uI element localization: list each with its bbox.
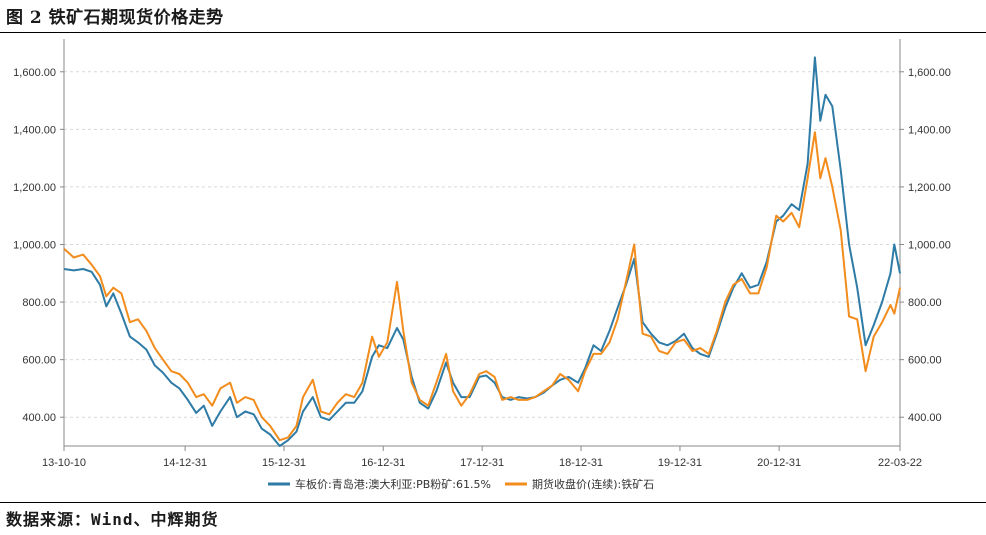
- y-tick-label-right: 1,600.00: [908, 67, 951, 79]
- y-tick-label-right: 600.00: [908, 355, 942, 367]
- x-tick-label: 15-12-31: [262, 457, 306, 469]
- x-tick-label: 14-12-31: [163, 457, 207, 469]
- price-line-chart: 400.00 600.00 800.00 1,000.00 1,200.00 1,400.…: [13, 39, 951, 491]
- legend: 车板价:青岛港:澳大利亚:PB粉矿:61.5% 期货收盘价(连续):铁矿石: [268, 477, 654, 491]
- x-tick-label: 13-10-10: [42, 457, 86, 469]
- y-tick-label-right: 1,200.00: [908, 182, 951, 194]
- y-tick-label-left: 1,000.00: [13, 240, 56, 252]
- y-tick-label-right: 800.00: [908, 297, 942, 309]
- y-tick-label-right: 400.00: [908, 412, 942, 424]
- y-tick-label-left: 600.00: [22, 355, 56, 367]
- y-tick-label-right: 1,000.00: [908, 240, 951, 252]
- y-tick-label-left: 1,600.00: [13, 67, 56, 79]
- x-tick-label: 16-12-31: [361, 457, 405, 469]
- x-axis: 13-10-10 14-12-31 15-12-31 16-12-31 17-12-31…: [42, 446, 922, 469]
- legend-label: 期货收盘价(连续):铁矿石: [532, 477, 654, 491]
- y-tick-label-left: 400.00: [22, 412, 56, 424]
- series-line: [63, 131, 901, 442]
- series-line: [63, 56, 901, 447]
- legend-label: 车板价:青岛港:澳大利亚:PB粉矿:61.5%: [295, 477, 491, 491]
- y-tick-label-right: 1,400.00: [908, 124, 951, 136]
- title-divider: [0, 32, 986, 33]
- source-divider: [0, 502, 986, 503]
- x-tick-label: 22-03-22: [878, 457, 922, 469]
- x-tick-label: 18-12-31: [559, 457, 603, 469]
- source-note: 数据来源：Wind、中辉期货: [6, 510, 219, 529]
- y-axis-left: 400.00 600.00 800.00 1,000.00 1,200.00 1,400.…: [13, 67, 64, 424]
- gridlines: [64, 71, 900, 418]
- x-tick-label: 20-12-31: [757, 457, 801, 469]
- series-lines: [63, 56, 901, 447]
- y-tick-label-left: 1,400.00: [13, 124, 56, 136]
- y-tick-label-left: 1,200.00: [13, 182, 56, 194]
- figure-title: 图 2 铁矿石期现货价格走势: [6, 8, 224, 28]
- y-axis-right: 400.00 600.00 800.00 1,000.00 1,200.00 1,400.…: [900, 67, 951, 424]
- x-tick-label: 19-12-31: [658, 457, 702, 469]
- x-tick-label: 17-12-31: [460, 457, 504, 469]
- y-tick-label-left: 800.00: [22, 297, 56, 309]
